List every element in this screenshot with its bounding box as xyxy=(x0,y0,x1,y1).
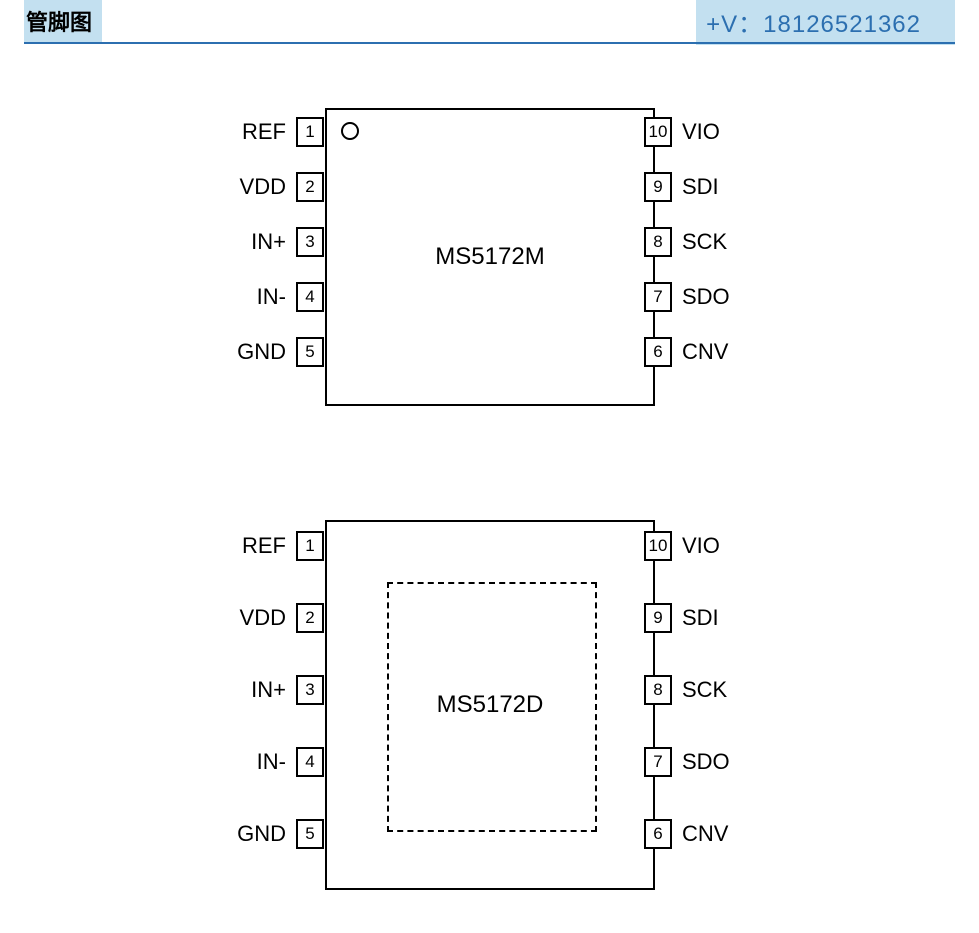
chip-m-pin-5: GND 5 xyxy=(208,337,324,367)
chip-m-pin-5-number: 5 xyxy=(296,337,324,367)
chip-m-pin-9-name: SDI xyxy=(682,174,760,200)
chip-d-pin-7-name: SDO xyxy=(682,749,760,775)
chip-d-pin-6: CNV 6 xyxy=(644,819,760,849)
chip-d-pin-5-number: 5 xyxy=(296,819,324,849)
chip-m-pin-2-name: VDD xyxy=(208,174,286,200)
chip-m-pin-7-number: 7 xyxy=(644,282,672,312)
chip-m-pin-8-name: SCK xyxy=(682,229,760,255)
chip-d-pin-3-number: 3 xyxy=(296,675,324,705)
chip-m-pin-3-name: IN+ xyxy=(208,229,286,255)
chip-m-pin-9: SDI 9 xyxy=(644,172,760,202)
chip-d-pin-6-name: CNV xyxy=(682,821,760,847)
chip-d-pin-9-number: 9 xyxy=(644,603,672,633)
chip-d-pin-3-name: IN+ xyxy=(208,677,286,703)
chip-m-pin-3: IN+ 3 xyxy=(208,227,324,257)
chip-m-pin-10-name: VIO xyxy=(682,119,760,145)
chip-m-diagram: MS5172MREF1VDD2IN+3IN-4GND5VIO10SDI9SCK8… xyxy=(220,108,760,406)
chip-d-pin-3: IN+ 3 xyxy=(208,675,324,705)
chip-d-pin-10-name: VIO xyxy=(682,533,760,559)
chip-d-pin-5: GND 5 xyxy=(208,819,324,849)
chip-m-pin-4-name: IN- xyxy=(208,284,286,310)
chip-m-pin-2-number: 2 xyxy=(296,172,324,202)
chip-m-pin-2: VDD 2 xyxy=(208,172,324,202)
page-title: 管脚图 xyxy=(24,0,102,43)
chip-m-pin-5-name: GND xyxy=(208,339,286,365)
chip-m-pin-10-number: 10 xyxy=(644,117,672,147)
chip-d-pin-4-number: 4 xyxy=(296,747,324,777)
pin1-indicator-icon xyxy=(341,122,359,140)
chip-d-pin-10-number: 10 xyxy=(644,531,672,561)
chip-d-pin-4-name: IN- xyxy=(208,749,286,775)
chip-d-label: MS5172D xyxy=(325,691,655,719)
chip-m-pin-4: IN- 4 xyxy=(208,282,324,312)
chip-m-pin-6: CNV 6 xyxy=(644,337,760,367)
chip-d-diagram: MS5172DREF1VDD2IN+3IN-4GND5VIO10SDI9SCK8… xyxy=(220,520,760,890)
chip-d-pin-10: VIO 10 xyxy=(644,531,760,561)
chip-d-pin-8-number: 8 xyxy=(644,675,672,705)
chip-d-pin-9-name: SDI xyxy=(682,605,760,631)
chip-m-pin-6-number: 6 xyxy=(644,337,672,367)
chip-m-label: MS5172M xyxy=(325,243,655,271)
chip-d-pin-9: SDI 9 xyxy=(644,603,760,633)
header-bar: 管脚图 +V：18126521362 xyxy=(24,0,955,42)
chip-m-pin-7: SDO 7 xyxy=(644,282,760,312)
contact-info: +V：18126521362 xyxy=(696,0,955,45)
chip-d-pin-2-name: VDD xyxy=(208,605,286,631)
chip-m-pin-7-name: SDO xyxy=(682,284,760,310)
chip-d-pin-7-number: 7 xyxy=(644,747,672,777)
chip-m-pin-1-name: REF xyxy=(208,119,286,145)
chip-m-pin-6-name: CNV xyxy=(682,339,760,365)
chip-d-pin-1-name: REF xyxy=(208,533,286,559)
header-underline xyxy=(24,42,955,44)
chip-m-pin-3-number: 3 xyxy=(296,227,324,257)
chip-m-pin-1: REF 1 xyxy=(208,117,324,147)
chip-m-pin-10: VIO 10 xyxy=(644,117,760,147)
chip-m-pin-8-number: 8 xyxy=(644,227,672,257)
chip-d-pin-4: IN- 4 xyxy=(208,747,324,777)
chip-d-pin-7: SDO 7 xyxy=(644,747,760,777)
chip-m-pin-4-number: 4 xyxy=(296,282,324,312)
chip-d-pin-1-number: 1 xyxy=(296,531,324,561)
chip-d-pin-6-number: 6 xyxy=(644,819,672,849)
chip-m-pin-1-number: 1 xyxy=(296,117,324,147)
chip-d-pin-1: REF 1 xyxy=(208,531,324,561)
chip-d-pin-5-name: GND xyxy=(208,821,286,847)
chip-d-pin-8-name: SCK xyxy=(682,677,760,703)
chip-d-pin-2: VDD 2 xyxy=(208,603,324,633)
chip-d-pin-2-number: 2 xyxy=(296,603,324,633)
chip-m-pin-8: SCK 8 xyxy=(644,227,760,257)
chip-m-pin-9-number: 9 xyxy=(644,172,672,202)
chip-d-pin-8: SCK 8 xyxy=(644,675,760,705)
